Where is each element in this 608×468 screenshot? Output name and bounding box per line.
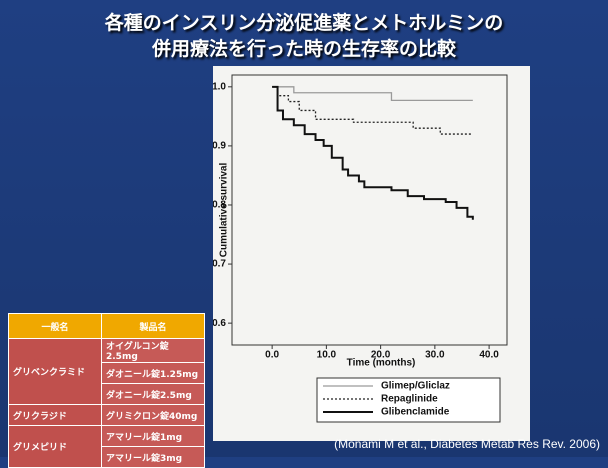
- y-tick-label: 0.9: [213, 141, 226, 152]
- x-tick-label: 10.0: [317, 350, 337, 361]
- generic-name: グリクラジド: [8, 404, 102, 426]
- citation: (Monami M et al., Diabetes Metab Res Rev…: [334, 437, 600, 451]
- slide-title: 併用療法を行った時の生存率の比較: [151, 38, 456, 60]
- y-tick-label: 0.7: [213, 259, 226, 270]
- table-row: グリベンクラミド オイグルコン錠2.5mg: [8, 338, 205, 405]
- plot-frame: [231, 74, 508, 346]
- product-name: アマリール錠3mg: [101, 446, 205, 468]
- header-row: 一般名 製品名: [8, 313, 205, 339]
- header-cell: 製品名: [101, 313, 205, 339]
- legend-label: Glibenclamide: [381, 407, 450, 418]
- x-tick-label: 20.0: [371, 350, 391, 361]
- x-axis-label: Time (months): [347, 358, 416, 369]
- survival-line: [272, 85, 474, 220]
- x-tick-label: 0.0: [265, 350, 279, 361]
- generic-name: グリメピリド: [8, 425, 102, 468]
- y-tick-label: 0.8: [213, 200, 226, 211]
- legend-label: Repaglinide: [381, 394, 438, 405]
- product-name: ダオニール錠2.5mg: [101, 383, 205, 405]
- header-cell: 一般名: [8, 313, 102, 339]
- product-name: オイグルコン錠2.5mg: [101, 338, 205, 363]
- product-name: グリミクロン錠40mg: [101, 404, 205, 426]
- legend-label: Glimep/Gliclaz: [381, 381, 450, 392]
- table-row: ダオニール錠1.25mg: [9, 362, 205, 384]
- product-table: 一般名 製品名 グリベンクラミド オイグルコン錠2.5mg ダオニール錠1.25mg ダオ…: [8, 313, 205, 468]
- slide-title: 各種のインスリン分泌促進薬とメトホルミンの: [104, 12, 504, 34]
- legend: [316, 377, 501, 423]
- survival-line: [272, 86, 473, 102]
- chart: Cumulative survival Time (months) 0.0 10.…: [213, 66, 530, 441]
- product-name: ダオニール錠1.25mg: [101, 362, 205, 384]
- table-row: グリクラジド グリミクロン錠40mg: [8, 404, 205, 426]
- y-axis-label: Cumulative survival: [219, 163, 230, 258]
- y-tick-label: 1.0: [213, 81, 226, 92]
- table-row: グリメピリド アマリール錠1mg: [8, 425, 205, 468]
- product-name: アマリール錠1mg: [101, 425, 205, 447]
- x-tick-label: 30.0: [425, 350, 445, 361]
- generic-name: グリベンクラミド: [8, 338, 102, 405]
- x-tick-label: 40.0: [479, 350, 499, 361]
- y-tick-label: 0.6: [213, 318, 226, 329]
- table-row: ダオニール錠2.5mg: [9, 383, 205, 405]
